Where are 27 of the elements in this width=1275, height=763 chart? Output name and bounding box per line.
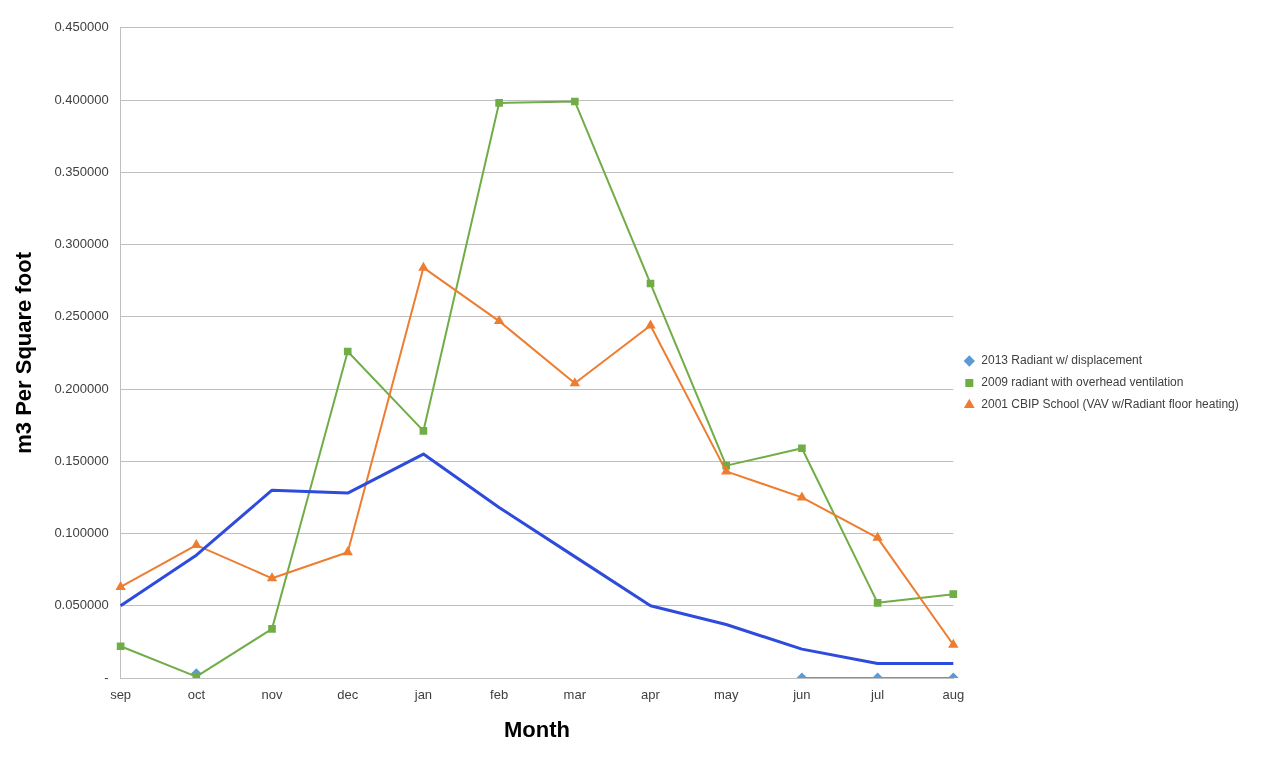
x-tick-label: may — [713, 687, 739, 703]
y-axis-title: m3 Per Square foot — [11, 251, 37, 454]
x-tick-label: jun — [792, 687, 811, 703]
y-tick-label: 0.150000 — [54, 452, 109, 468]
legend-label: 2013 Radiant w/ displacement — [981, 353, 1143, 368]
x-tick-label: nov — [261, 687, 283, 703]
legend-label: 2001 CBIP School (VAV w/Radiant floor heating) — [981, 397, 1239, 412]
x-tick-label: jul — [870, 687, 885, 703]
y-tick-label: 0.100000 — [54, 525, 109, 541]
x-tick-label: oct — [187, 687, 206, 703]
x-tick-label: feb — [490, 687, 509, 703]
x-axis-title: Month — [503, 716, 570, 742]
y-tick-label: 0.350000 — [54, 163, 109, 179]
y-tick-label: 0.400000 — [54, 91, 109, 107]
x-tick-label: jan — [413, 687, 433, 703]
y-tick-label: 0.250000 — [54, 308, 109, 324]
y-tick-label: - — [104, 669, 109, 685]
y-tick-label: 0.050000 — [54, 597, 109, 613]
y-tick-label: 0.200000 — [54, 380, 109, 396]
x-tick-label: aug — [942, 687, 965, 703]
y-tick-label: 0.300000 — [54, 236, 109, 252]
x-tick-label: sep — [110, 687, 132, 703]
x-tick-label: apr — [641, 687, 661, 703]
legend-label: 2009 radiant with overhead ventilation — [981, 375, 1184, 390]
x-tick-label: mar — [563, 687, 587, 703]
x-tick-label: dec — [337, 687, 359, 703]
y-tick-label: 0.450000 — [54, 19, 109, 35]
